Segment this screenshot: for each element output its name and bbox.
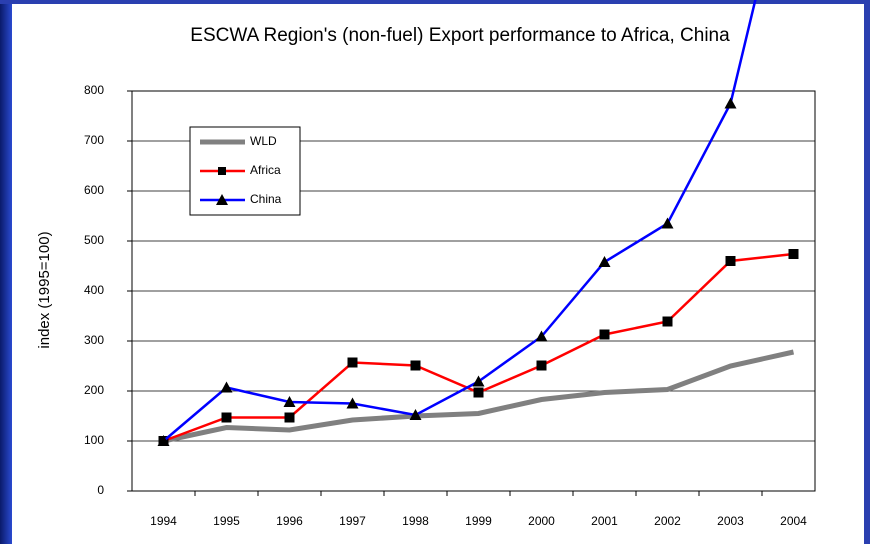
marker xyxy=(409,409,422,420)
marker xyxy=(157,435,170,446)
marker xyxy=(283,396,296,407)
marker xyxy=(347,357,358,368)
x-tick-label: 2003 xyxy=(717,514,744,528)
y-tick-label: 500 xyxy=(84,233,104,247)
legend-marker xyxy=(216,194,228,205)
y-tick-label: 600 xyxy=(84,183,104,197)
y-tick-label: 400 xyxy=(84,283,104,297)
chart-title: ESCWA Region's (non-fuel) Export perform… xyxy=(190,25,730,46)
marker xyxy=(535,330,548,342)
y-tick-label: 100 xyxy=(84,433,104,447)
marker xyxy=(473,387,484,398)
y-tick-label: 0 xyxy=(97,483,104,497)
plot-frame xyxy=(131,90,816,492)
y-axis-label: index (1995=100) xyxy=(36,231,53,348)
x-tick-label: 2000 xyxy=(528,514,555,528)
marker xyxy=(284,412,295,423)
marker xyxy=(788,249,799,259)
x-tick-label: 1994 xyxy=(150,514,177,528)
legend-label: Africa xyxy=(250,163,281,177)
y-tick-label: 200 xyxy=(84,383,104,397)
marker xyxy=(724,97,737,109)
marker xyxy=(410,360,421,371)
y-tick-label: 700 xyxy=(84,133,104,147)
legend-label: China xyxy=(250,192,282,206)
x-tick-label: 1997 xyxy=(339,514,366,528)
x-tick-label: 2004 xyxy=(780,514,807,528)
marker xyxy=(598,256,611,267)
frame-border xyxy=(864,0,870,544)
marker xyxy=(220,381,233,393)
marker xyxy=(536,360,547,371)
series-line xyxy=(162,0,757,442)
marker xyxy=(599,329,610,340)
frame-border xyxy=(0,0,12,544)
series-line xyxy=(162,349,795,444)
x-tick-label: 1998 xyxy=(402,514,429,528)
marker xyxy=(725,256,736,266)
x-tick-label: 2002 xyxy=(654,514,681,528)
marker xyxy=(662,316,673,327)
x-tick-label: 1995 xyxy=(213,514,240,528)
marker xyxy=(661,217,674,229)
x-tick-label: 2001 xyxy=(591,514,618,528)
marker xyxy=(221,412,232,423)
legend-marker xyxy=(218,167,226,175)
marker xyxy=(472,375,485,387)
marker xyxy=(346,397,359,409)
legend-label: WLD xyxy=(250,134,277,148)
frame-border xyxy=(0,0,870,4)
y-tick-label: 800 xyxy=(84,83,104,97)
y-tick-label: 300 xyxy=(84,333,104,347)
x-tick-label: 1996 xyxy=(276,514,303,528)
x-tick-label: 1999 xyxy=(465,514,492,528)
